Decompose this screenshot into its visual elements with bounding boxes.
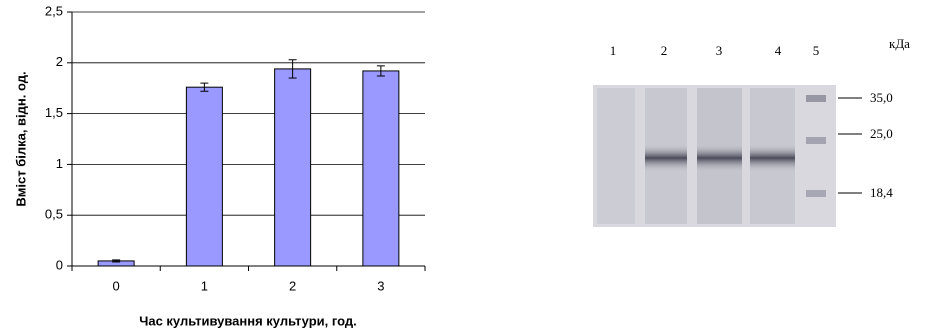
marker-label: 25,0 — [870, 126, 893, 141]
marker-label: 18,4 — [870, 185, 893, 200]
lane-label: 3 — [716, 43, 723, 58]
x-tick-label: 1 — [201, 278, 208, 293]
gel-band — [645, 144, 687, 172]
lane-label: 5 — [813, 43, 820, 58]
marker-label: 35,0 — [870, 90, 893, 105]
y-tick-label: 1,5 — [45, 105, 63, 120]
plot: 0 0,5 1 1,5 2 2,5 0 1 2 3 — [45, 3, 425, 293]
bar — [275, 69, 311, 266]
x-tick-label: 3 — [377, 278, 384, 293]
x-axis-title: Час культивування культури, год. — [139, 313, 357, 328]
y-tick-label: 2,5 — [45, 3, 63, 18]
lane-label: 2 — [661, 43, 668, 58]
x-tick-label: 2 — [289, 278, 296, 293]
marker-band — [806, 137, 826, 144]
bar — [363, 71, 399, 266]
gel-lane — [597, 88, 635, 224]
y-tick-label: 1 — [56, 156, 63, 171]
x-tick-label: 0 — [113, 278, 120, 293]
y-tick-label: 0 — [56, 257, 63, 272]
marker-band — [806, 190, 826, 197]
lane-label: 1 — [610, 43, 617, 58]
figure: Вміст білка, відн. од. Час культивування… — [0, 0, 932, 335]
lane-label: 4 — [775, 43, 782, 58]
y-tick-label: 2 — [56, 54, 63, 69]
gel-band — [697, 144, 742, 172]
marker-band — [806, 95, 826, 102]
gel: 1 2 3 4 5 кДа 35,0 25,0 18,4 — [593, 36, 910, 227]
y-axis-title: Вміст білка, відн. од. — [13, 71, 28, 206]
unit-label: кДа — [889, 36, 910, 51]
gel-band — [750, 144, 795, 172]
y-tick-label: 0,5 — [45, 207, 63, 222]
bar — [186, 87, 222, 266]
